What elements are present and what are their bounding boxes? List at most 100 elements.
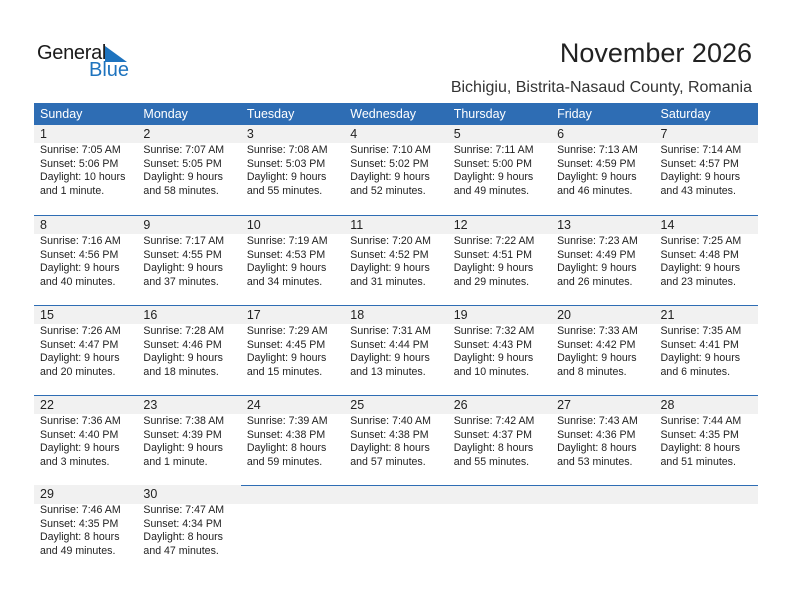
daylight-text: Daylight: 9 hours [660, 171, 741, 183]
day-number: 6 [551, 125, 655, 143]
logo-triangle-icon [105, 46, 127, 62]
daylight-text: Daylight: 8 hours [40, 531, 120, 543]
day-number: 21 [654, 306, 758, 324]
day-cell: 12 Sunrise: 7:22 AM Sunset: 4:51 PM Dayligh… [447, 216, 552, 305]
day-number: 27 [551, 396, 655, 414]
sunrise-text: Sunrise: 7:17 AM [143, 235, 225, 247]
day-info: Sunrise: 7:31 AM Sunset: 4:44 PM Daylight:… [344, 324, 447, 379]
day-cell: 6 Sunrise: 7:13 AM Sunset: 4:59 PM Daylight… [551, 125, 655, 215]
sunrise-text: Sunrise: 7:05 AM [40, 144, 121, 156]
daylight-text: Daylight: 9 hours [40, 352, 120, 364]
day-number: 9 [137, 216, 241, 234]
day-info: Sunrise: 7:35 AM Sunset: 4:41 PM Daylight:… [655, 324, 758, 379]
day-info: Sunrise: 7:17 AM Sunset: 4:55 PM Daylight:… [137, 234, 240, 289]
daylight-text: Daylight: 9 hours [143, 262, 223, 274]
day-number: 28 [654, 396, 758, 414]
daylight-text: Daylight: 9 hours [350, 262, 430, 274]
weeks-container: 1 Sunrise: 7:05 AM Sunset: 5:06 PM Daylight… [34, 125, 758, 575]
day-number: 8 [34, 216, 138, 234]
day-info: Sunrise: 7:10 AM Sunset: 5:02 PM Daylight:… [344, 143, 447, 198]
day-info: Sunrise: 7:22 AM Sunset: 4:51 PM Daylight:… [448, 234, 551, 289]
sunset-text: Sunset: 5:02 PM [350, 157, 429, 170]
day-info: Sunrise: 7:11 AM Sunset: 5:00 PM Daylight:… [448, 143, 551, 198]
week-row: 1 Sunrise: 7:05 AM Sunset: 5:06 PM Daylight… [34, 125, 758, 215]
sunset-text: Sunset: 5:06 PM [40, 157, 119, 170]
sunset-text: Sunset: 5:05 PM [143, 157, 222, 170]
daylight-text: Daylight: 8 hours [660, 442, 741, 454]
day-info: Sunrise: 7:44 AM Sunset: 4:35 PM Daylight:… [655, 414, 758, 469]
sunrise-text: Sunrise: 7:39 AM [246, 415, 328, 427]
sunset-text: Sunset: 4:59 PM [557, 157, 636, 170]
day-cell: 9 Sunrise: 7:17 AM Sunset: 4:55 PM Daylight… [137, 216, 241, 305]
sunset-text: Sunset: 4:35 PM [40, 517, 119, 530]
daylight-text: and 1 minute. [143, 455, 208, 468]
sunset-text: Sunset: 4:56 PM [40, 248, 119, 261]
daylight-text: and 55 minutes. [246, 184, 323, 197]
day-number: 3 [240, 125, 345, 143]
day-info: Sunrise: 7:42 AM Sunset: 4:37 PM Daylight:… [448, 414, 551, 469]
sunset-text: Sunset: 4:45 PM [246, 338, 326, 351]
sunrise-text: Sunrise: 7:40 AM [350, 415, 431, 427]
day-cell: 24 Sunrise: 7:39 AM Sunset: 4:38 PM Dayligh… [240, 396, 345, 485]
daylight-text: and 20 minutes. [40, 365, 116, 378]
sunrise-text: Sunrise: 7:28 AM [143, 325, 225, 337]
day-info: Sunrise: 7:16 AM Sunset: 4:56 PM Daylight:… [34, 234, 137, 289]
daylight-text: Daylight: 9 hours [350, 352, 430, 364]
daylight-text: Daylight: 9 hours [660, 352, 741, 364]
day-number: 13 [551, 216, 655, 234]
day-cell: 2 Sunrise: 7:07 AM Sunset: 5:05 PM Daylight… [137, 125, 241, 215]
location-subtitle: Bichigiu, Bistrita-Nasaud County, Romani… [450, 79, 752, 96]
day-number: 5 [447, 125, 552, 143]
day-number: 26 [447, 396, 552, 414]
day-info: Sunrise: 7:32 AM Sunset: 4:43 PM Daylight:… [448, 324, 551, 379]
day-cell: 15 Sunrise: 7:26 AM Sunset: 4:47 PM Dayligh… [34, 306, 138, 395]
day-number: 11 [344, 216, 448, 234]
day-cell: 28 Sunrise: 7:44 AM Sunset: 4:35 PM Dayligh… [654, 396, 758, 485]
weekday-tuesday: Tuesday [246, 107, 295, 121]
day-cell: 22 Sunrise: 7:36 AM Sunset: 4:40 PM Dayligh… [34, 396, 138, 485]
day-cell: 30 Sunrise: 7:47 AM Sunset: 4:34 PM Dayligh… [137, 485, 241, 575]
day-cell: 26 Sunrise: 7:42 AM Sunset: 4:37 PM Dayligh… [447, 396, 552, 485]
day-info: Sunrise: 7:26 AM Sunset: 4:47 PM Daylight:… [34, 324, 137, 379]
sunrise-text: Sunrise: 7:26 AM [40, 325, 121, 337]
day-number: 14 [654, 216, 758, 234]
day-number: 23 [137, 396, 241, 414]
daylight-text: and 29 minutes. [453, 275, 530, 288]
sunrise-text: Sunrise: 7:47 AM [143, 504, 225, 516]
daylight-text: Daylight: 8 hours [143, 531, 223, 543]
daylight-text: Daylight: 9 hours [557, 352, 637, 364]
sunrise-text: Sunrise: 7:44 AM [660, 415, 742, 427]
daylight-text: and 59 minutes. [246, 455, 323, 468]
week-row: 15 Sunrise: 7:26 AM Sunset: 4:47 PM Dayligh… [34, 305, 758, 395]
daylight-text: Daylight: 9 hours [660, 262, 741, 274]
day-number: 10 [240, 216, 345, 234]
weekday-saturday: Saturday [660, 107, 711, 121]
sunset-text: Sunset: 4:41 PM [660, 338, 739, 351]
daylight-text: Daylight: 9 hours [453, 171, 534, 183]
day-cell: 18 Sunrise: 7:31 AM Sunset: 4:44 PM Dayligh… [344, 306, 448, 395]
daylight-text: Daylight: 9 hours [453, 352, 534, 364]
day-info: Sunrise: 7:39 AM Sunset: 4:38 PM Daylight:… [241, 414, 344, 469]
day-info: Sunrise: 7:28 AM Sunset: 4:46 PM Daylight:… [137, 324, 240, 379]
daylight-text: and 6 minutes. [660, 365, 731, 378]
day-number: 15 [34, 306, 138, 324]
day-number: 2 [137, 125, 241, 143]
sunset-text: Sunset: 4:38 PM [246, 428, 326, 441]
sunrise-text: Sunrise: 7:32 AM [453, 325, 535, 337]
sunset-text: Sunset: 4:55 PM [143, 248, 222, 261]
day-info: Sunrise: 7:36 AM Sunset: 4:40 PM Daylight:… [34, 414, 137, 469]
day-cell: 16 Sunrise: 7:28 AM Sunset: 4:46 PM Dayligh… [137, 306, 241, 395]
daylight-text: Daylight: 9 hours [143, 352, 223, 364]
sunset-text: Sunset: 4:38 PM [350, 428, 429, 441]
day-number: 16 [137, 306, 241, 324]
day-info: Sunrise: 7:05 AM Sunset: 5:06 PM Daylight:… [34, 143, 137, 198]
sunset-text: Sunset: 5:00 PM [453, 157, 533, 170]
sunset-text: Sunset: 4:42 PM [557, 338, 636, 351]
day-info: Sunrise: 7:38 AM Sunset: 4:39 PM Daylight:… [137, 414, 240, 469]
day-info: Sunrise: 7:14 AM Sunset: 4:57 PM Daylight:… [655, 143, 758, 198]
page-title: November 2026 [559, 38, 752, 68]
sunset-text: Sunset: 4:35 PM [660, 428, 739, 441]
sunset-text: Sunset: 4:34 PM [143, 517, 222, 530]
day-cell: 19 Sunrise: 7:32 AM Sunset: 4:43 PM Dayligh… [447, 306, 552, 395]
